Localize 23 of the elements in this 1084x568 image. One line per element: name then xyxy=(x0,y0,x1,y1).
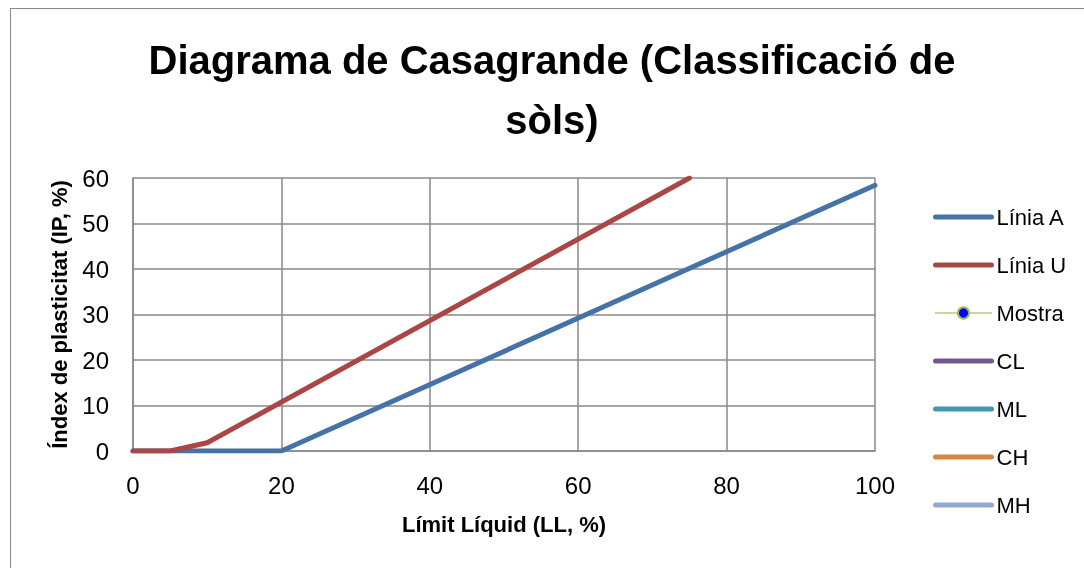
y-axis-title: Índex de plasticitat (IP, %) xyxy=(46,180,72,449)
x-tick-label: 40 xyxy=(416,471,444,499)
x-tick-label: 0 xyxy=(126,471,140,499)
y-tick-label: 30 xyxy=(82,301,109,328)
x-tick-label: 80 xyxy=(713,471,740,499)
x-tick-label: 20 xyxy=(268,471,295,499)
y-tick-label: 40 xyxy=(82,255,109,283)
y-tick-label: 60 xyxy=(82,164,109,192)
legend-label: Línia A xyxy=(996,204,1065,230)
legend-label: CL xyxy=(996,348,1025,374)
y-tick-label: 10 xyxy=(82,392,109,419)
x-tick-label: 60 xyxy=(564,471,592,499)
chart-title: Diagrama de Casagrande (Classificació de sòls) xyxy=(147,37,957,144)
legend-label: MH xyxy=(996,492,1031,518)
y-tick-label: 0 xyxy=(95,437,109,465)
legend-label: CH xyxy=(996,444,1029,470)
legend-label: ML xyxy=(996,396,1028,422)
x-axis-title: Límit Líquid (LL, %) xyxy=(401,511,607,537)
y-tick-label: 20 xyxy=(82,346,109,374)
legend-label: Mostra xyxy=(996,300,1065,326)
y-tick-label: 50 xyxy=(82,210,109,237)
x-tick-label: 100 xyxy=(854,471,896,499)
legend-label: Línia U xyxy=(996,252,1067,278)
